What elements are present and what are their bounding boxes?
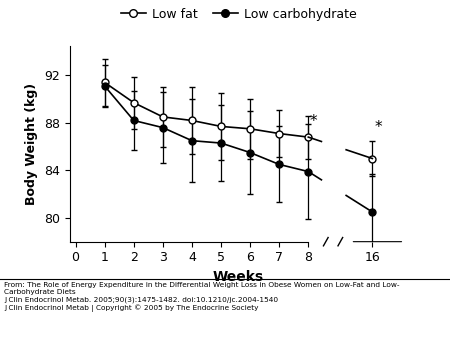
Text: *: * [310, 114, 317, 129]
Legend: Low fat, Low carbohydrate: Low fat, Low carbohydrate [116, 3, 361, 26]
Text: From: The Role of Energy Expenditure in the Differential Weight Loss in Obese Wo: From: The Role of Energy Expenditure in … [4, 282, 400, 312]
Text: *: * [375, 120, 382, 135]
Y-axis label: Body Weight (kg): Body Weight (kg) [26, 82, 38, 205]
X-axis label: Weeks: Weeks [213, 270, 264, 284]
